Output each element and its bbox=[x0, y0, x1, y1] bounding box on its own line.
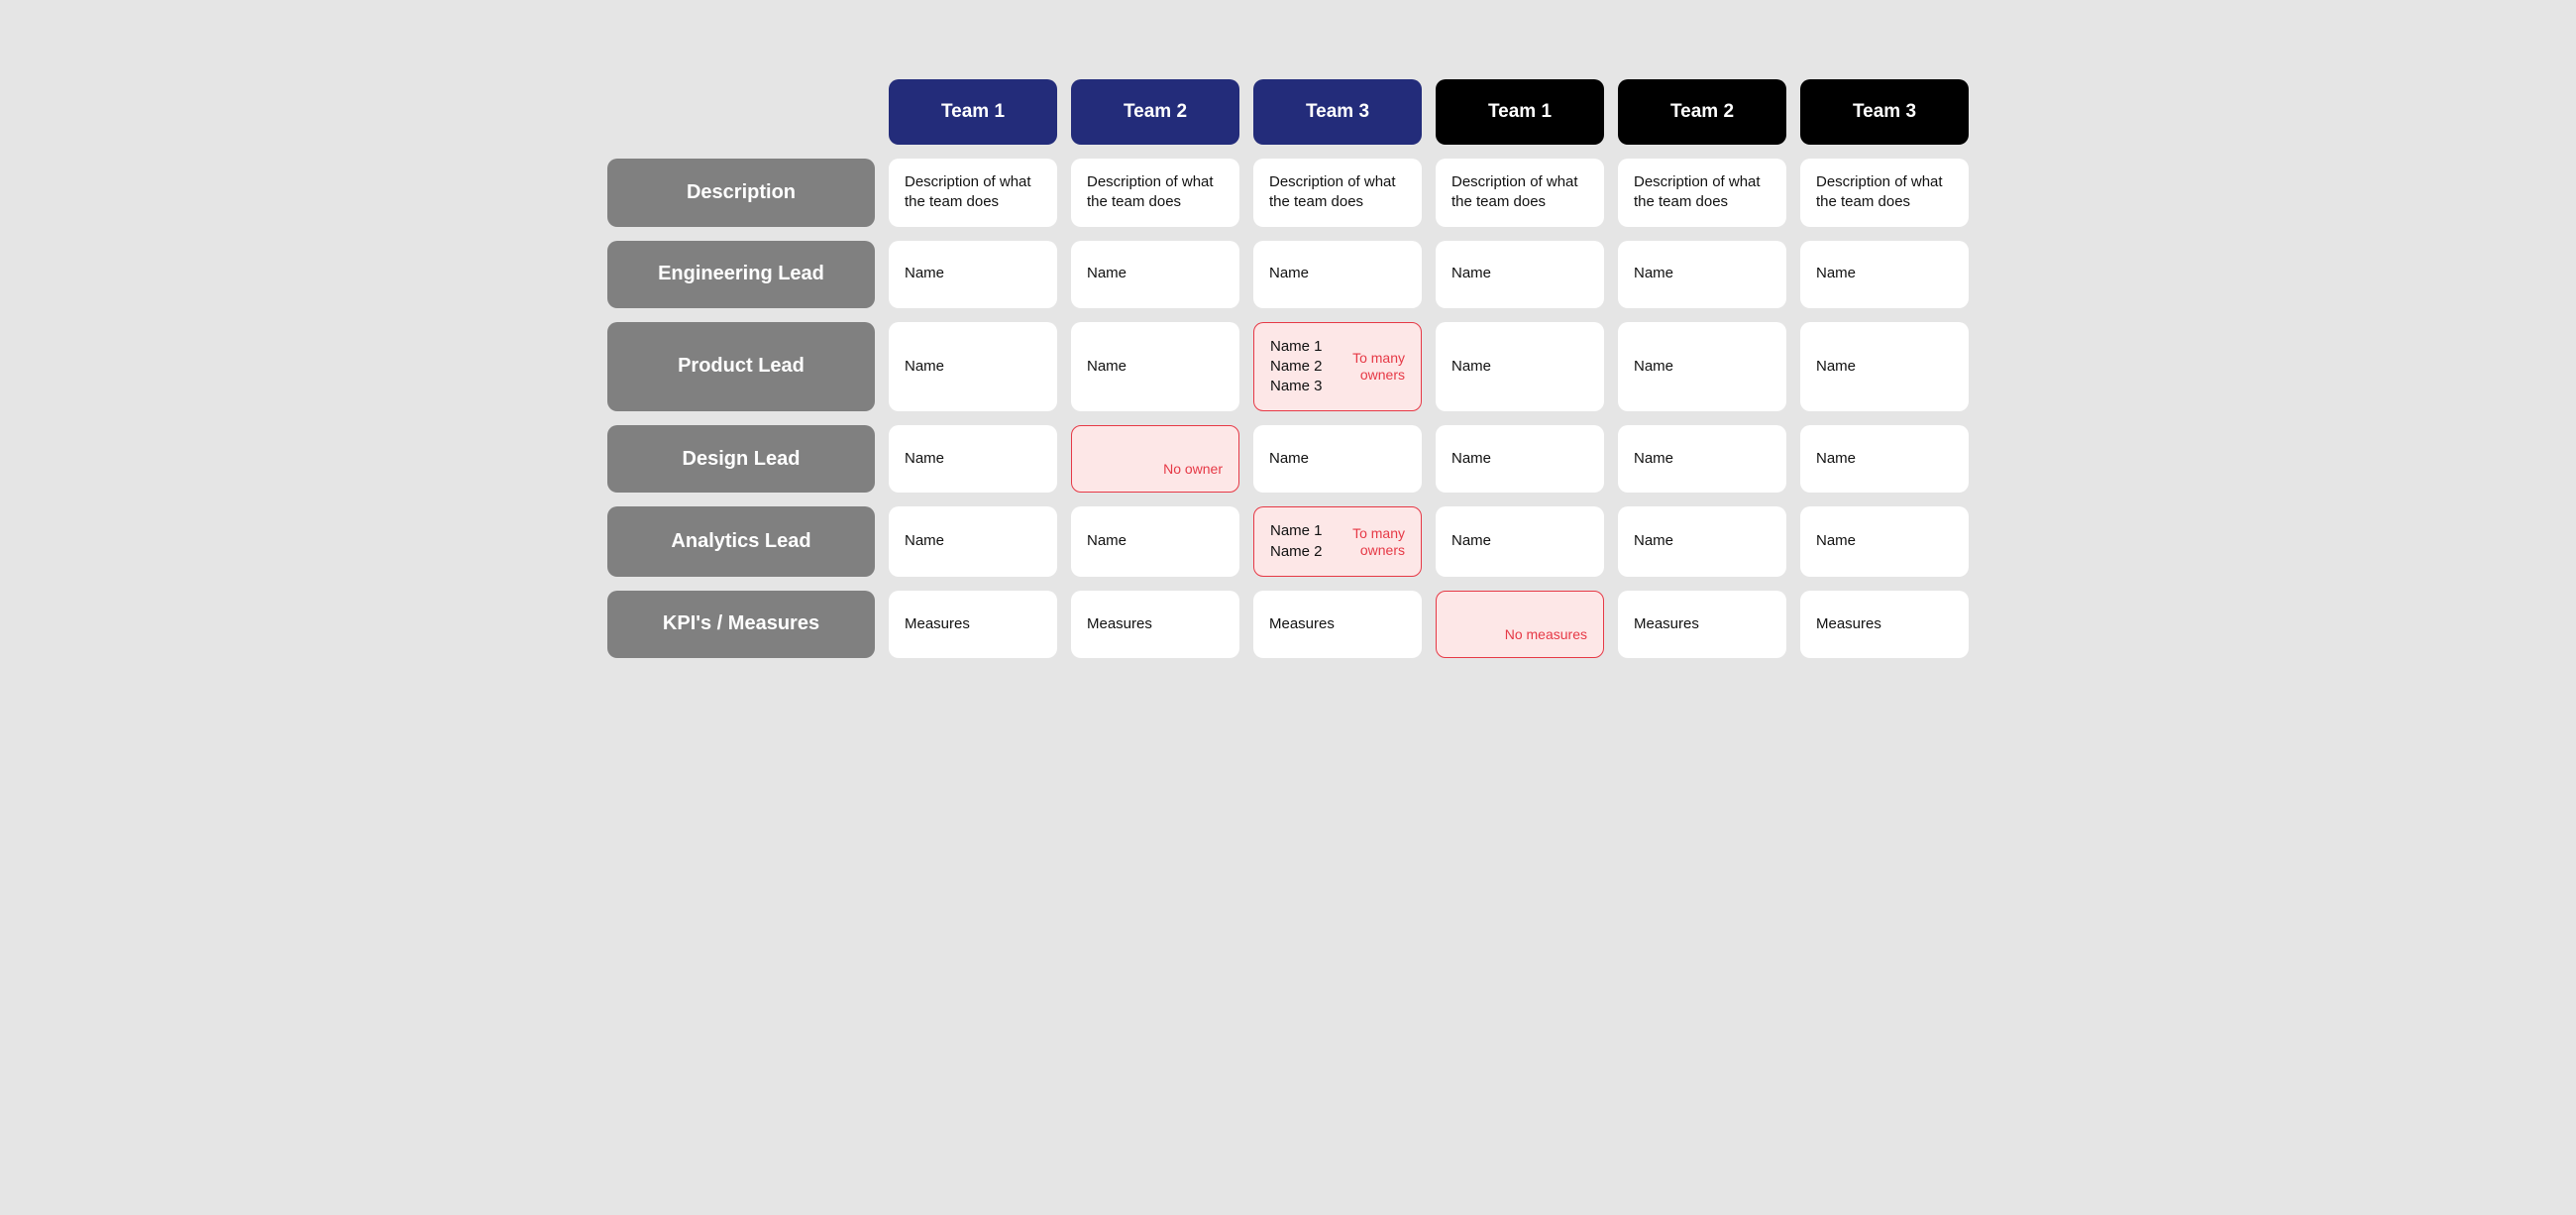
cell-r3-c4: Name bbox=[1618, 425, 1786, 493]
cell-r4-c4: Name bbox=[1618, 506, 1786, 577]
cell-text: Name bbox=[1816, 357, 1856, 377]
cell-text: Measures bbox=[905, 614, 970, 634]
cell-r0-c0: Description of what the team does bbox=[889, 159, 1057, 227]
cell-r2-c3: Name bbox=[1436, 322, 1604, 412]
cell-error-note-line: owners bbox=[1352, 542, 1405, 559]
cell-text: Name bbox=[905, 531, 944, 551]
cell-r0-c3: Description of what the team does bbox=[1436, 159, 1604, 227]
cell-text: Description of what the team does bbox=[1816, 172, 1953, 213]
cell-r1-c3: Name bbox=[1436, 241, 1604, 308]
col-header-team-1: Team 1 bbox=[889, 79, 1057, 145]
cell-r2-c2: Name 1Name 2Name 3 To manyowners bbox=[1253, 322, 1422, 412]
team-matrix-grid: Team 1Team 2Team 3Team 1Team 2Team 3Desc… bbox=[607, 79, 1969, 658]
cell-r4-c0: Name bbox=[889, 506, 1057, 577]
cell-r2-c5: Name bbox=[1800, 322, 1969, 412]
cell-r2-c1: Name bbox=[1071, 322, 1239, 412]
col-header-team-2: Team 2 bbox=[1071, 79, 1239, 145]
cell-text: Description of what the team does bbox=[905, 172, 1041, 213]
col-header-team-3: Team 3 bbox=[1253, 79, 1422, 145]
cell-r4-c2: Name 1Name 2 To manyowners bbox=[1253, 506, 1422, 577]
cell-text: Name bbox=[1451, 264, 1491, 283]
cell-text: Name bbox=[1634, 264, 1673, 283]
cell-r3-c0: Name bbox=[889, 425, 1057, 493]
cell-r5-c1: Measures bbox=[1071, 591, 1239, 658]
cell-r4-c3: Name bbox=[1436, 506, 1604, 577]
cell-error-note: To manyowners bbox=[1352, 525, 1405, 559]
cell-r1-c2: Name bbox=[1253, 241, 1422, 308]
col-header-team-6: Team 3 bbox=[1800, 79, 1969, 145]
cell-text: Name bbox=[1269, 449, 1309, 469]
cell-text: Name bbox=[1087, 531, 1127, 551]
cell-r3-c2: Name bbox=[1253, 425, 1422, 493]
cell-error-note-line: No owner bbox=[1163, 461, 1223, 478]
col-header-team-4: Team 1 bbox=[1436, 79, 1604, 145]
cell-r5-c2: Measures bbox=[1253, 591, 1422, 658]
row-header-analytics-lead: Analytics Lead bbox=[607, 506, 875, 577]
cell-name-line: Name 2 bbox=[1270, 357, 1323, 377]
cell-error-note: To manyowners bbox=[1352, 350, 1405, 384]
cell-error-note-line: To many bbox=[1352, 350, 1405, 367]
cell-r0-c5: Description of what the team does bbox=[1800, 159, 1969, 227]
cell-r1-c4: Name bbox=[1618, 241, 1786, 308]
cell-r2-c0: Name bbox=[889, 322, 1057, 412]
cell-r1-c0: Name bbox=[889, 241, 1057, 308]
cell-r0-c4: Description of what the team does bbox=[1618, 159, 1786, 227]
cell-error-note: No measures bbox=[1505, 626, 1587, 643]
cell-r4-c5: Name bbox=[1800, 506, 1969, 577]
cell-text: Measures bbox=[1816, 614, 1881, 634]
cell-text: Measures bbox=[1634, 614, 1699, 634]
cell-text: Measures bbox=[1087, 614, 1152, 634]
row-header-design-lead: Design Lead bbox=[607, 425, 875, 493]
col-header-team-5: Team 2 bbox=[1618, 79, 1786, 145]
cell-r0-c1: Description of what the team does bbox=[1071, 159, 1239, 227]
cell-r2-c4: Name bbox=[1618, 322, 1786, 412]
cell-text: Name bbox=[1451, 357, 1491, 377]
cell-error-note: No owner bbox=[1163, 461, 1223, 478]
cell-text: Name bbox=[1087, 357, 1127, 377]
spacer bbox=[607, 79, 875, 145]
cell-error-note-line: To many bbox=[1352, 525, 1405, 542]
cell-names: Name 1Name 2Name 3 bbox=[1270, 337, 1323, 397]
cell-names: Name 1Name 2 bbox=[1270, 521, 1323, 562]
cell-r5-c3: No measures bbox=[1436, 591, 1604, 658]
cell-text: Description of what the team does bbox=[1634, 172, 1771, 213]
cell-text: Name bbox=[905, 264, 944, 283]
cell-r1-c5: Name bbox=[1800, 241, 1969, 308]
cell-text: Measures bbox=[1269, 614, 1335, 634]
cell-r3-c5: Name bbox=[1800, 425, 1969, 493]
cell-text: Name bbox=[1451, 449, 1491, 469]
cell-text: Name bbox=[1816, 531, 1856, 551]
cell-text: Name bbox=[1451, 531, 1491, 551]
cell-r5-c4: Measures bbox=[1618, 591, 1786, 658]
cell-text: Description of what the team does bbox=[1087, 172, 1224, 213]
cell-name-line: Name 1 bbox=[1270, 337, 1323, 357]
cell-text: Name bbox=[1634, 449, 1673, 469]
cell-text: Name bbox=[1634, 357, 1673, 377]
row-header-engineering-lead: Engineering Lead bbox=[607, 241, 875, 308]
row-header-product-lead: Product Lead bbox=[607, 322, 875, 412]
cell-text: Name bbox=[1816, 264, 1856, 283]
cell-text: Name bbox=[1087, 264, 1127, 283]
row-header-description: Description bbox=[607, 159, 875, 227]
row-header-kpi-s-measures: KPI's / Measures bbox=[607, 591, 875, 658]
cell-r5-c0: Measures bbox=[889, 591, 1057, 658]
cell-r3-c1: No owner bbox=[1071, 425, 1239, 493]
cell-r1-c1: Name bbox=[1071, 241, 1239, 308]
cell-text: Name bbox=[1816, 449, 1856, 469]
cell-error-note-line: No measures bbox=[1505, 626, 1587, 643]
cell-text: Description of what the team does bbox=[1451, 172, 1588, 213]
cell-name-line: Name 2 bbox=[1270, 542, 1323, 562]
cell-error-note-line: owners bbox=[1352, 367, 1405, 384]
cell-name-line: Name 3 bbox=[1270, 377, 1323, 396]
cell-r0-c2: Description of what the team does bbox=[1253, 159, 1422, 227]
cell-name-line: Name 1 bbox=[1270, 521, 1323, 541]
cell-text: Name bbox=[905, 357, 944, 377]
cell-text: Name bbox=[1269, 264, 1309, 283]
cell-text: Description of what the team does bbox=[1269, 172, 1406, 213]
cell-r5-c5: Measures bbox=[1800, 591, 1969, 658]
cell-text: Name bbox=[1634, 531, 1673, 551]
cell-r4-c1: Name bbox=[1071, 506, 1239, 577]
cell-r3-c3: Name bbox=[1436, 425, 1604, 493]
cell-text: Name bbox=[905, 449, 944, 469]
